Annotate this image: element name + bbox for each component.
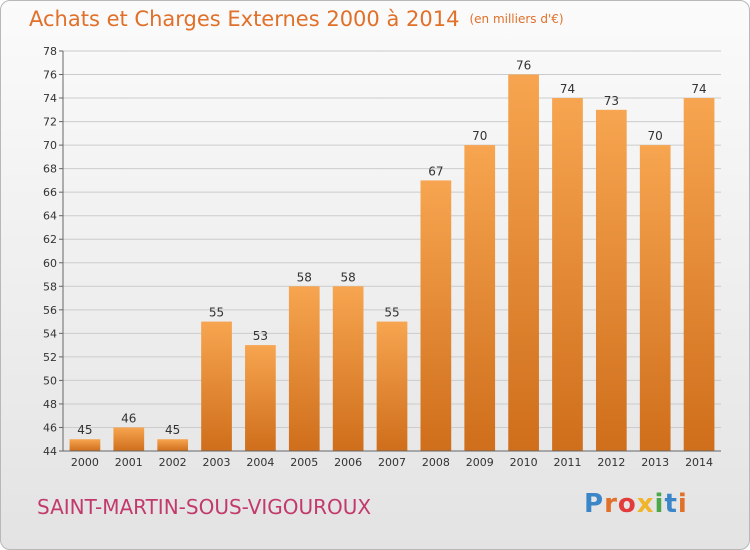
x-tick-label: 2003	[203, 456, 231, 469]
chart-title: Achats et Charges Externes 2000 à 2014 (e…	[29, 7, 564, 31]
y-tick-label: 64	[43, 210, 57, 223]
commune-name: SAINT-MARTIN-SOUS-VIGOUROUX	[37, 495, 372, 519]
y-tick-label: 62	[43, 233, 57, 246]
bar	[420, 180, 452, 452]
y-axis-ticks: 44 46 48 50 52 54 56 58 60 62 64 66 68 70 72 74 76 78	[43, 45, 63, 458]
bar	[69, 439, 101, 451]
x-tick-label: 2009	[466, 456, 494, 469]
title-text: Achats et Charges Externes 2000 à 2014	[29, 7, 460, 31]
y-tick-label: 56	[43, 304, 57, 317]
x-tick-label: 2001	[115, 456, 143, 469]
y-tick-label: 60	[43, 257, 57, 270]
bar	[332, 286, 364, 451]
data-label: 46	[121, 411, 136, 425]
chart-subtitle: (en milliers d'€)	[469, 12, 564, 26]
x-tick-label: 2011	[553, 456, 581, 469]
x-tick-label: 2008	[422, 456, 450, 469]
y-tick-label: 78	[43, 45, 57, 58]
x-tick-label: 2013	[641, 456, 669, 469]
x-tick-label: 2002	[159, 456, 187, 469]
proxiti-logo: Proxiti	[584, 489, 688, 519]
logo-letter: x	[636, 489, 655, 519]
bars	[69, 74, 715, 452]
bar	[639, 145, 671, 451]
bar	[157, 439, 189, 451]
x-tick-label: 2014	[685, 456, 713, 469]
x-tick-label: 2005	[290, 456, 318, 469]
y-tick-label: 52	[43, 351, 57, 364]
y-tick-label: 50	[43, 374, 57, 387]
x-tick-label: 2000	[71, 456, 99, 469]
data-label: 70	[648, 129, 663, 143]
y-tick-label: 66	[43, 186, 57, 199]
y-tick-label: 44	[43, 445, 57, 458]
bar	[245, 345, 276, 451]
data-label: 74	[560, 82, 575, 96]
data-label: 55	[384, 306, 399, 320]
y-tick-label: 58	[43, 280, 57, 293]
logo-letter: P	[584, 489, 605, 519]
logo-letter: i	[654, 489, 665, 519]
logo-letter: i	[677, 489, 688, 519]
logo-letter: r	[604, 489, 618, 519]
bar	[595, 109, 627, 451]
data-label: 58	[297, 270, 312, 284]
bar	[201, 321, 232, 451]
y-tick-label: 48	[43, 398, 57, 411]
x-tick-label: 2012	[597, 456, 625, 469]
x-tick-label: 2004	[246, 456, 274, 469]
x-tick-label: 2006	[334, 456, 362, 469]
bar	[288, 286, 320, 451]
data-label: 67	[428, 164, 443, 178]
y-tick-label: 68	[43, 163, 57, 176]
bar	[552, 98, 583, 451]
data-labels: 45 46 45 55 53 58 58 55 67 70 76 74 73 70 74	[77, 59, 706, 438]
y-tick-label: 74	[43, 92, 57, 105]
data-label: 53	[253, 329, 268, 343]
x-tick-label: 2010	[510, 456, 538, 469]
logo-letter: o	[617, 489, 637, 519]
y-tick-label: 54	[43, 327, 57, 340]
data-label: 45	[165, 423, 180, 437]
x-axis-ticks: 2000 2001 2002 2003 2004 2005 2006 2007 2008 2009…	[71, 456, 713, 469]
bar	[508, 74, 539, 451]
data-label: 55	[209, 306, 224, 320]
data-label: 76	[516, 59, 531, 73]
data-label: 58	[340, 270, 355, 284]
y-tick-label: 76	[43, 69, 57, 82]
y-tick-label: 46	[43, 421, 57, 434]
bar	[113, 427, 145, 451]
bar	[464, 145, 496, 451]
y-tick-label: 72	[43, 116, 57, 129]
data-label: 74	[691, 82, 706, 96]
logo-letter: t	[664, 489, 678, 519]
y-tick-label: 70	[43, 139, 57, 152]
data-label: 45	[77, 423, 92, 437]
x-tick-label: 2007	[378, 456, 406, 469]
bar	[683, 98, 715, 451]
data-label: 73	[604, 94, 619, 108]
bar	[376, 321, 408, 451]
data-label: 70	[472, 129, 487, 143]
